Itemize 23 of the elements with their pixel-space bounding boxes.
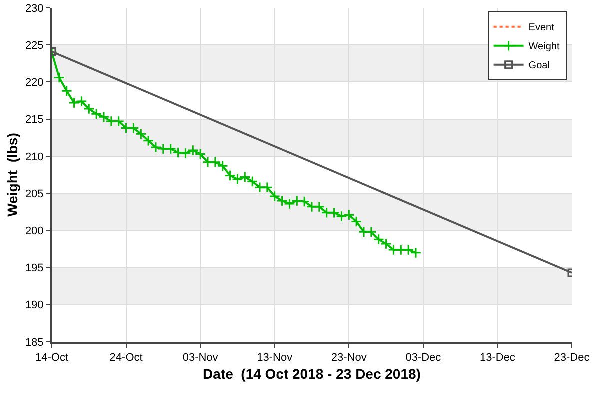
legend-label: Weight [528,42,560,53]
x-tick-label: 03-Nov [182,352,219,364]
x-tick-label: 13-Dec [480,352,516,364]
y-tick-label: 220 [25,77,44,90]
legend-label: Goal [528,60,550,72]
x-axis-title: Date (14 Oct 2018 - 23 Dec 2018) [203,366,421,382]
y-tick-label: 195 [25,262,44,275]
x-tick-label: 03-Dec [406,352,442,364]
y-tick-label: 200 [25,226,44,238]
y-tick-label: 225 [25,40,44,52]
y-tick-label: 190 [25,300,44,312]
x-tick-label: 13-Nov [257,352,294,364]
y-tick-label: 210 [25,151,44,164]
x-tick-label: 14-Oct [35,352,69,364]
y-tick-label: 185 [25,336,44,349]
y-tick-label: 230 [25,2,44,15]
y-tick-label: 215 [25,114,44,126]
y-tick-label: 205 [25,188,44,200]
x-tick-label: 23-Nov [331,352,368,364]
y-axis-title: Weight (lbs) [4,133,21,217]
x-tick-label: 23-Dec [554,352,590,364]
x-tick-label: 24-Oct [110,352,143,364]
legend-label: Event [528,22,555,34]
